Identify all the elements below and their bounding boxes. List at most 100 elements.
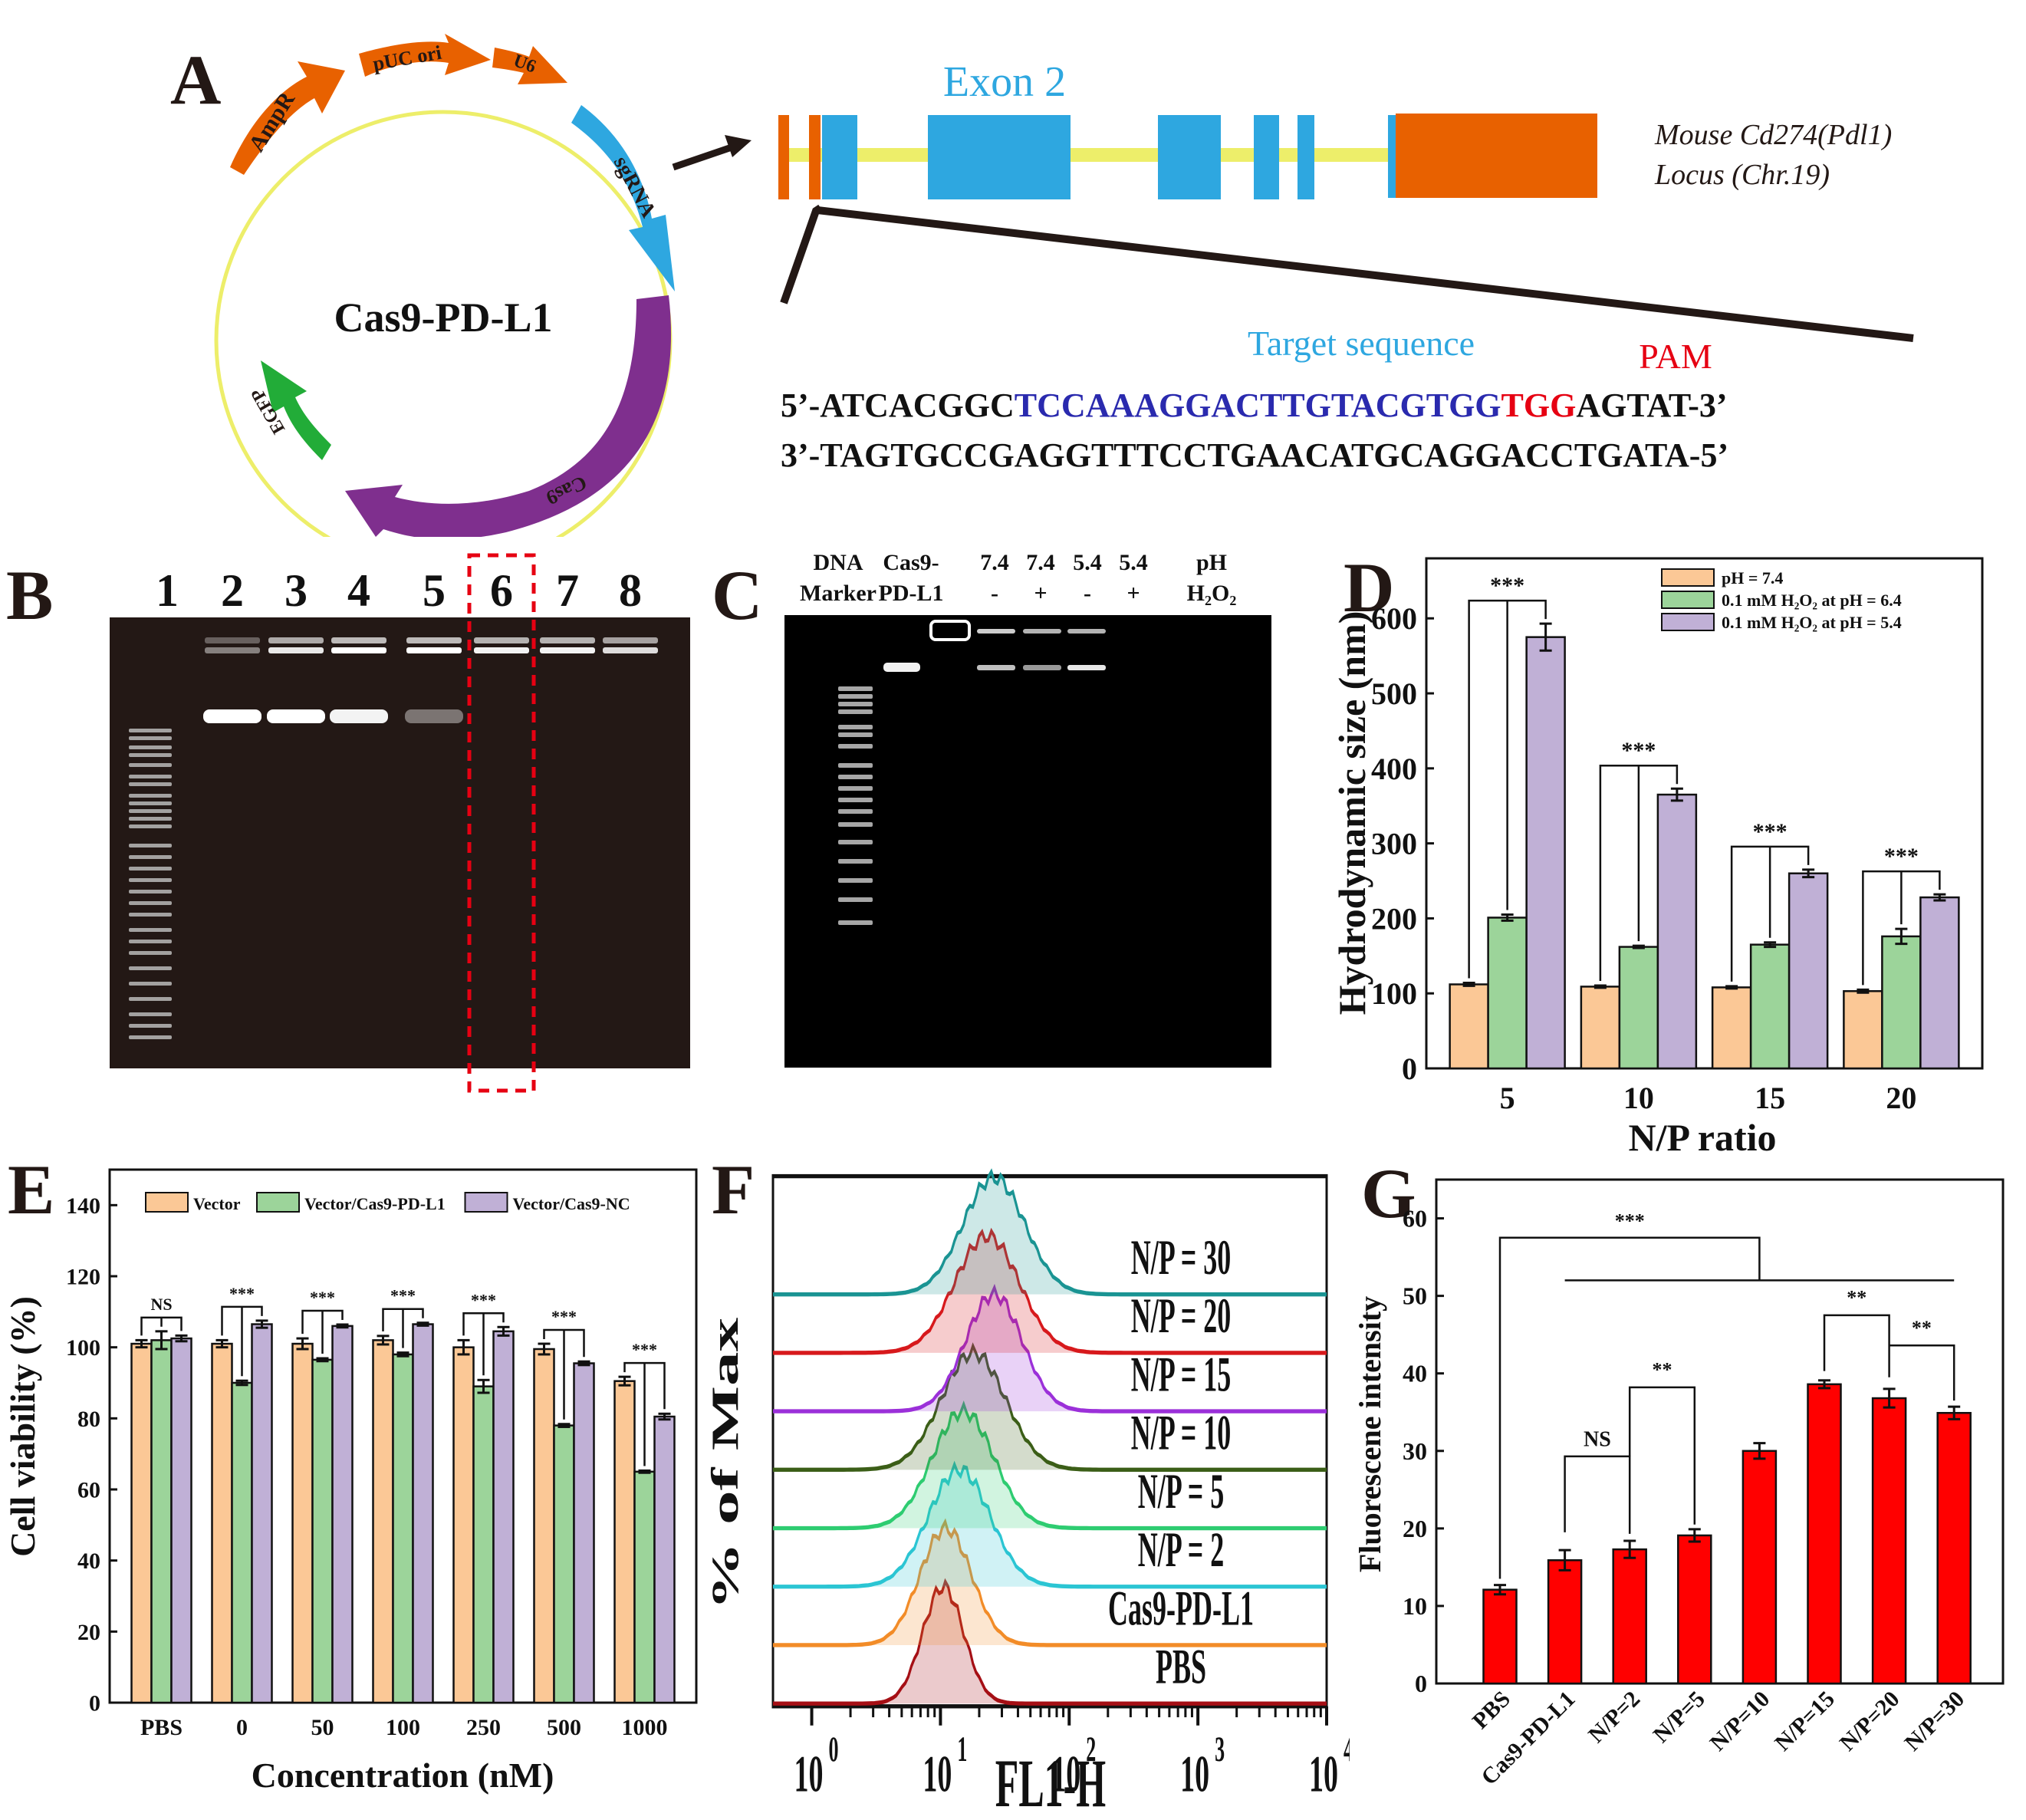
utr-block <box>778 115 789 199</box>
panel-label-a: A <box>170 41 222 119</box>
significance-label: *** <box>1753 819 1788 844</box>
panel-label-g: G <box>1361 1154 1416 1233</box>
significance-label: ** <box>1912 1317 1932 1339</box>
ladder-band <box>838 840 873 844</box>
ladder-band <box>838 686 873 691</box>
x-tick-label: N/P=15 <box>1770 1687 1840 1756</box>
significance-label: *** <box>310 1288 335 1307</box>
histogram-line <box>773 1460 1327 1589</box>
ladder-band <box>129 951 172 955</box>
exon-block <box>1254 115 1279 199</box>
ladder-band <box>129 824 172 828</box>
significance-label: *** <box>551 1307 577 1326</box>
y-axis-label: Hydrodynamic size (nm) <box>1330 611 1373 1015</box>
significance-bracket <box>1599 764 1679 981</box>
x-tick-exponent: 4 <box>1344 1729 1350 1769</box>
significance-label: *** <box>471 1290 496 1309</box>
bar <box>472 1385 495 1704</box>
ladder-band <box>129 940 172 943</box>
well-band <box>474 647 529 653</box>
bar <box>412 1323 434 1704</box>
bar <box>211 1342 233 1704</box>
locus-title-line1: Mouse Cd274(Pdl1) <box>1654 119 1892 151</box>
ladder-band <box>129 844 172 847</box>
panel-label-b: B <box>6 556 54 634</box>
well-band <box>205 637 260 643</box>
bar <box>372 1339 394 1704</box>
plasmid-band <box>405 709 463 723</box>
pam-label: PAM <box>1639 337 1712 376</box>
legend-swatch <box>256 1192 300 1213</box>
ladder-band <box>838 744 873 749</box>
significance-label: *** <box>632 1340 657 1359</box>
y-tick-label: 200 <box>1371 901 1417 936</box>
lane-header-bottom: - <box>991 581 998 606</box>
intron-line <box>782 148 1388 162</box>
significance-label: ** <box>1847 1287 1866 1309</box>
x-tick-label: 10 <box>923 1745 952 1802</box>
lane-header-bottom: - <box>1084 581 1091 606</box>
ladder-band <box>129 890 172 894</box>
well-band <box>540 647 595 653</box>
lane-header-top: Cas9- <box>883 550 939 575</box>
bar <box>1881 935 1922 1070</box>
ladder-band <box>838 920 873 925</box>
lane-label-8: 8 <box>619 565 642 616</box>
x-tick-label: 50 <box>311 1715 334 1740</box>
bar <box>1677 1534 1712 1685</box>
legend-label: pH = 7.4 <box>1722 568 1783 587</box>
well-band <box>1023 629 1061 634</box>
well-band <box>406 647 462 653</box>
legend-swatch <box>1661 568 1715 587</box>
well-band <box>331 637 386 643</box>
y-tick-label: 500 <box>1371 676 1417 711</box>
y-tick-label: 50 <box>1403 1282 1427 1310</box>
ladder-band <box>129 1024 172 1028</box>
significance-label: ** <box>1653 1359 1672 1381</box>
y-tick-label: 140 <box>66 1193 100 1219</box>
gel-bands <box>129 637 658 1039</box>
histogram-line <box>773 1400 1327 1531</box>
histogram-label: Cas9-PD-L1 <box>1108 1582 1254 1636</box>
lane-header-bottom: PD-L1 <box>879 581 944 606</box>
ladder-band <box>129 763 172 767</box>
lane-label-2: 2 <box>221 565 244 616</box>
ladder-band <box>838 763 873 768</box>
lane-label-3: 3 <box>284 565 308 616</box>
chart-e-cell-viability: 0 20 40 60 80 100 120 140 PBS NS 0 *** 50 *** 100 *** 25… <box>3 1168 698 1795</box>
significance-bracket <box>382 1308 424 1331</box>
significance-bracket <box>623 1361 666 1410</box>
histogram-line <box>773 1578 1327 1706</box>
x-tick-label: 250 <box>466 1715 501 1740</box>
y-tick-label: 40 <box>1403 1360 1427 1387</box>
well-band <box>929 620 971 641</box>
y-tick-label: 60 <box>77 1478 100 1503</box>
y-tick-label: 0 <box>1402 1052 1417 1086</box>
zoom-line-left <box>780 204 823 304</box>
x-tick-label: 10 <box>1180 1745 1209 1802</box>
bar <box>251 1323 273 1704</box>
utr-block-3prime <box>1396 114 1597 198</box>
ladder-band <box>129 997 172 1001</box>
bar <box>1807 1383 1842 1685</box>
significance-bracket <box>140 1316 183 1336</box>
ladder-band <box>129 801 172 805</box>
y-tick-label: 60 <box>1403 1205 1427 1233</box>
ladder-band <box>129 753 172 757</box>
plasmid-feature-puc-ori: pUC ori <box>359 34 491 77</box>
significance-label: *** <box>390 1286 416 1305</box>
bar <box>291 1342 314 1704</box>
exon-2-block <box>928 115 1071 199</box>
histogram-line <box>773 1227 1327 1355</box>
ladder-band <box>129 1012 172 1016</box>
y-tick-label: 120 <box>66 1265 100 1290</box>
lane-label-7: 7 <box>556 565 579 616</box>
plasmid-band <box>267 709 325 723</box>
x-tick-exponent: 1 <box>957 1729 967 1769</box>
lane-header-bottom: Marker <box>800 581 877 606</box>
zoom-line-right <box>817 206 1914 342</box>
sequence-top-strand: 5’-ATCACGGCTCCAAAGGACTTGTACGTGGTGGAGTAT-… <box>781 387 1728 424</box>
bar <box>1936 1411 1972 1685</box>
bar <box>1711 986 1752 1070</box>
